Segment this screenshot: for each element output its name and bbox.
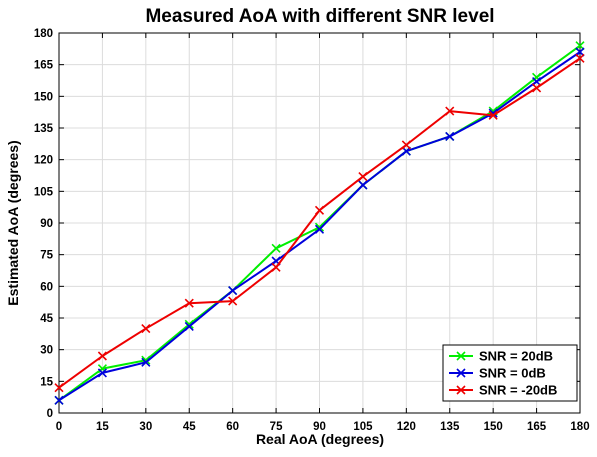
data-point-marker — [314, 205, 325, 215]
x-tick-label: 165 — [527, 421, 547, 433]
y-axis-label: Estimated AoA (degrees) — [5, 140, 21, 305]
x-tick-label: 90 — [313, 421, 326, 433]
x-tick-label: 105 — [353, 421, 373, 433]
data-point-marker — [228, 285, 238, 296]
data-point-marker — [271, 262, 281, 272]
x-tick-label: 0 — [56, 421, 62, 433]
data-point-marker — [184, 298, 194, 308]
y-tick-label: 45 — [40, 313, 53, 325]
y-tick-label: 60 — [40, 281, 53, 293]
data-point-marker — [54, 383, 64, 393]
x-axis-label: Real AoA (degrees) — [256, 431, 384, 447]
data-point-marker — [54, 395, 64, 405]
x-tick-label: 45 — [183, 421, 196, 433]
legend-marker — [456, 351, 466, 361]
y-tick-label: 90 — [40, 218, 53, 230]
legend-entry: SNR = 20dB — [449, 349, 553, 364]
data-point-marker — [445, 131, 455, 142]
y-tick-label: 15 — [40, 376, 53, 388]
data-point-marker — [532, 83, 542, 93]
axis-ticks: 0 15 30 45 60 75 90 105 120 135 150 165 180 0 15 30 45 60… — [34, 28, 590, 433]
data-point-marker — [228, 296, 238, 306]
data-point-marker — [141, 323, 151, 334]
y-tick-label: 180 — [34, 28, 53, 40]
y-tick-label: 135 — [34, 123, 54, 135]
legend: SNR = 20dB SNR = 0dB SNR = -20dB — [442, 344, 578, 402]
legend-label: SNR = 20dB — [479, 349, 553, 364]
x-tick-label: 75 — [270, 421, 283, 433]
data-point-marker — [488, 110, 498, 120]
legend-entry: SNR = 0dB — [449, 366, 546, 381]
x-tick-label: 30 — [139, 421, 152, 433]
y-tick-label: 120 — [34, 155, 53, 167]
legend-label: SNR = -20dB — [479, 383, 557, 398]
data-point-marker — [401, 140, 411, 150]
legend-label: SNR = 0dB — [479, 366, 546, 381]
y-tick-label: 105 — [34, 186, 54, 198]
legend-entry: SNR = -20dB — [449, 383, 557, 398]
y-tick-label: 0 — [47, 408, 53, 420]
y-tick-label: 165 — [34, 60, 54, 72]
series-lines — [54, 41, 585, 405]
data-point-marker — [97, 351, 107, 361]
x-tick-label: 180 — [570, 421, 589, 433]
data-point-marker — [184, 321, 194, 332]
x-tick-label: 135 — [440, 421, 460, 433]
data-point-marker — [314, 224, 325, 234]
chart-title: Measured AoA with different SNR level — [145, 6, 494, 27]
x-tick-label: 15 — [96, 421, 109, 433]
y-tick-label: 150 — [34, 91, 53, 103]
x-tick-label: 120 — [397, 421, 416, 433]
data-point-marker — [271, 243, 281, 253]
x-tick-label: 150 — [484, 421, 503, 433]
data-point-marker — [97, 368, 107, 378]
y-tick-label: 30 — [40, 345, 53, 357]
data-point-marker — [358, 180, 368, 190]
data-point-marker — [575, 53, 585, 63]
data-point-marker — [314, 222, 325, 232]
series-3 — [54, 53, 585, 393]
data-point-marker — [445, 106, 455, 116]
legend-marker — [456, 385, 466, 395]
x-tick-label: 60 — [226, 421, 239, 433]
data-point-marker — [141, 357, 151, 367]
data-point-marker — [358, 171, 368, 182]
legend-marker — [456, 368, 466, 378]
y-tick-label: 75 — [40, 250, 53, 262]
data-point-marker — [184, 319, 194, 329]
